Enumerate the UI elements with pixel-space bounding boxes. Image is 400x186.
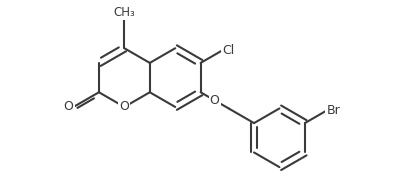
Text: Br: Br: [326, 104, 340, 117]
Text: CH₃: CH₃: [114, 6, 135, 19]
Text: Cl: Cl: [222, 44, 234, 57]
Text: O: O: [210, 94, 220, 107]
Text: O: O: [64, 100, 74, 113]
Text: O: O: [120, 100, 129, 113]
